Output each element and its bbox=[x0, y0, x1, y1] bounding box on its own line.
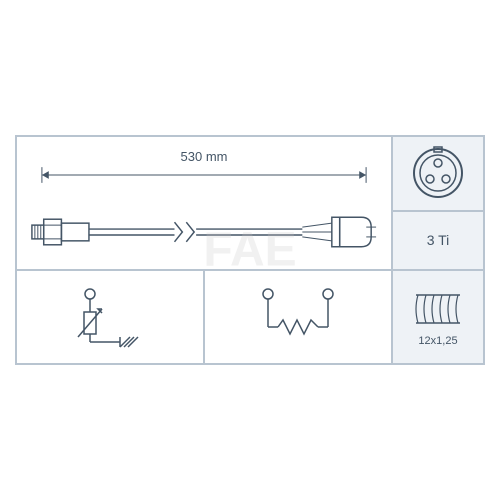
connector-type-cell: 3 Ti bbox=[393, 212, 483, 271]
connector-face-svg bbox=[408, 143, 468, 203]
circuit-thermistor-svg bbox=[50, 282, 170, 352]
main-panel: 530 mm bbox=[17, 137, 393, 363]
circuit-heater-svg bbox=[238, 282, 358, 352]
circuit-left bbox=[17, 271, 205, 363]
dimension-label: 530 mm bbox=[177, 149, 232, 164]
side-panel: 3 Ti 12x1,25 bbox=[393, 137, 483, 363]
dimension-line: 530 mm bbox=[37, 165, 371, 185]
diagram-container: FAE 530 mm bbox=[15, 135, 485, 365]
connector-face-cell bbox=[393, 137, 483, 212]
thread-svg bbox=[410, 287, 466, 331]
thread-cell: 12x1,25 bbox=[393, 271, 483, 363]
thread-spec-label: 12x1,25 bbox=[418, 335, 457, 347]
dimension-svg bbox=[37, 165, 371, 185]
circuit-right bbox=[205, 271, 391, 363]
sensor-svg bbox=[27, 197, 381, 267]
connector-type-label: 3 Ti bbox=[427, 232, 450, 248]
sensor-drawing bbox=[27, 197, 381, 267]
circuit-panel bbox=[17, 269, 391, 363]
